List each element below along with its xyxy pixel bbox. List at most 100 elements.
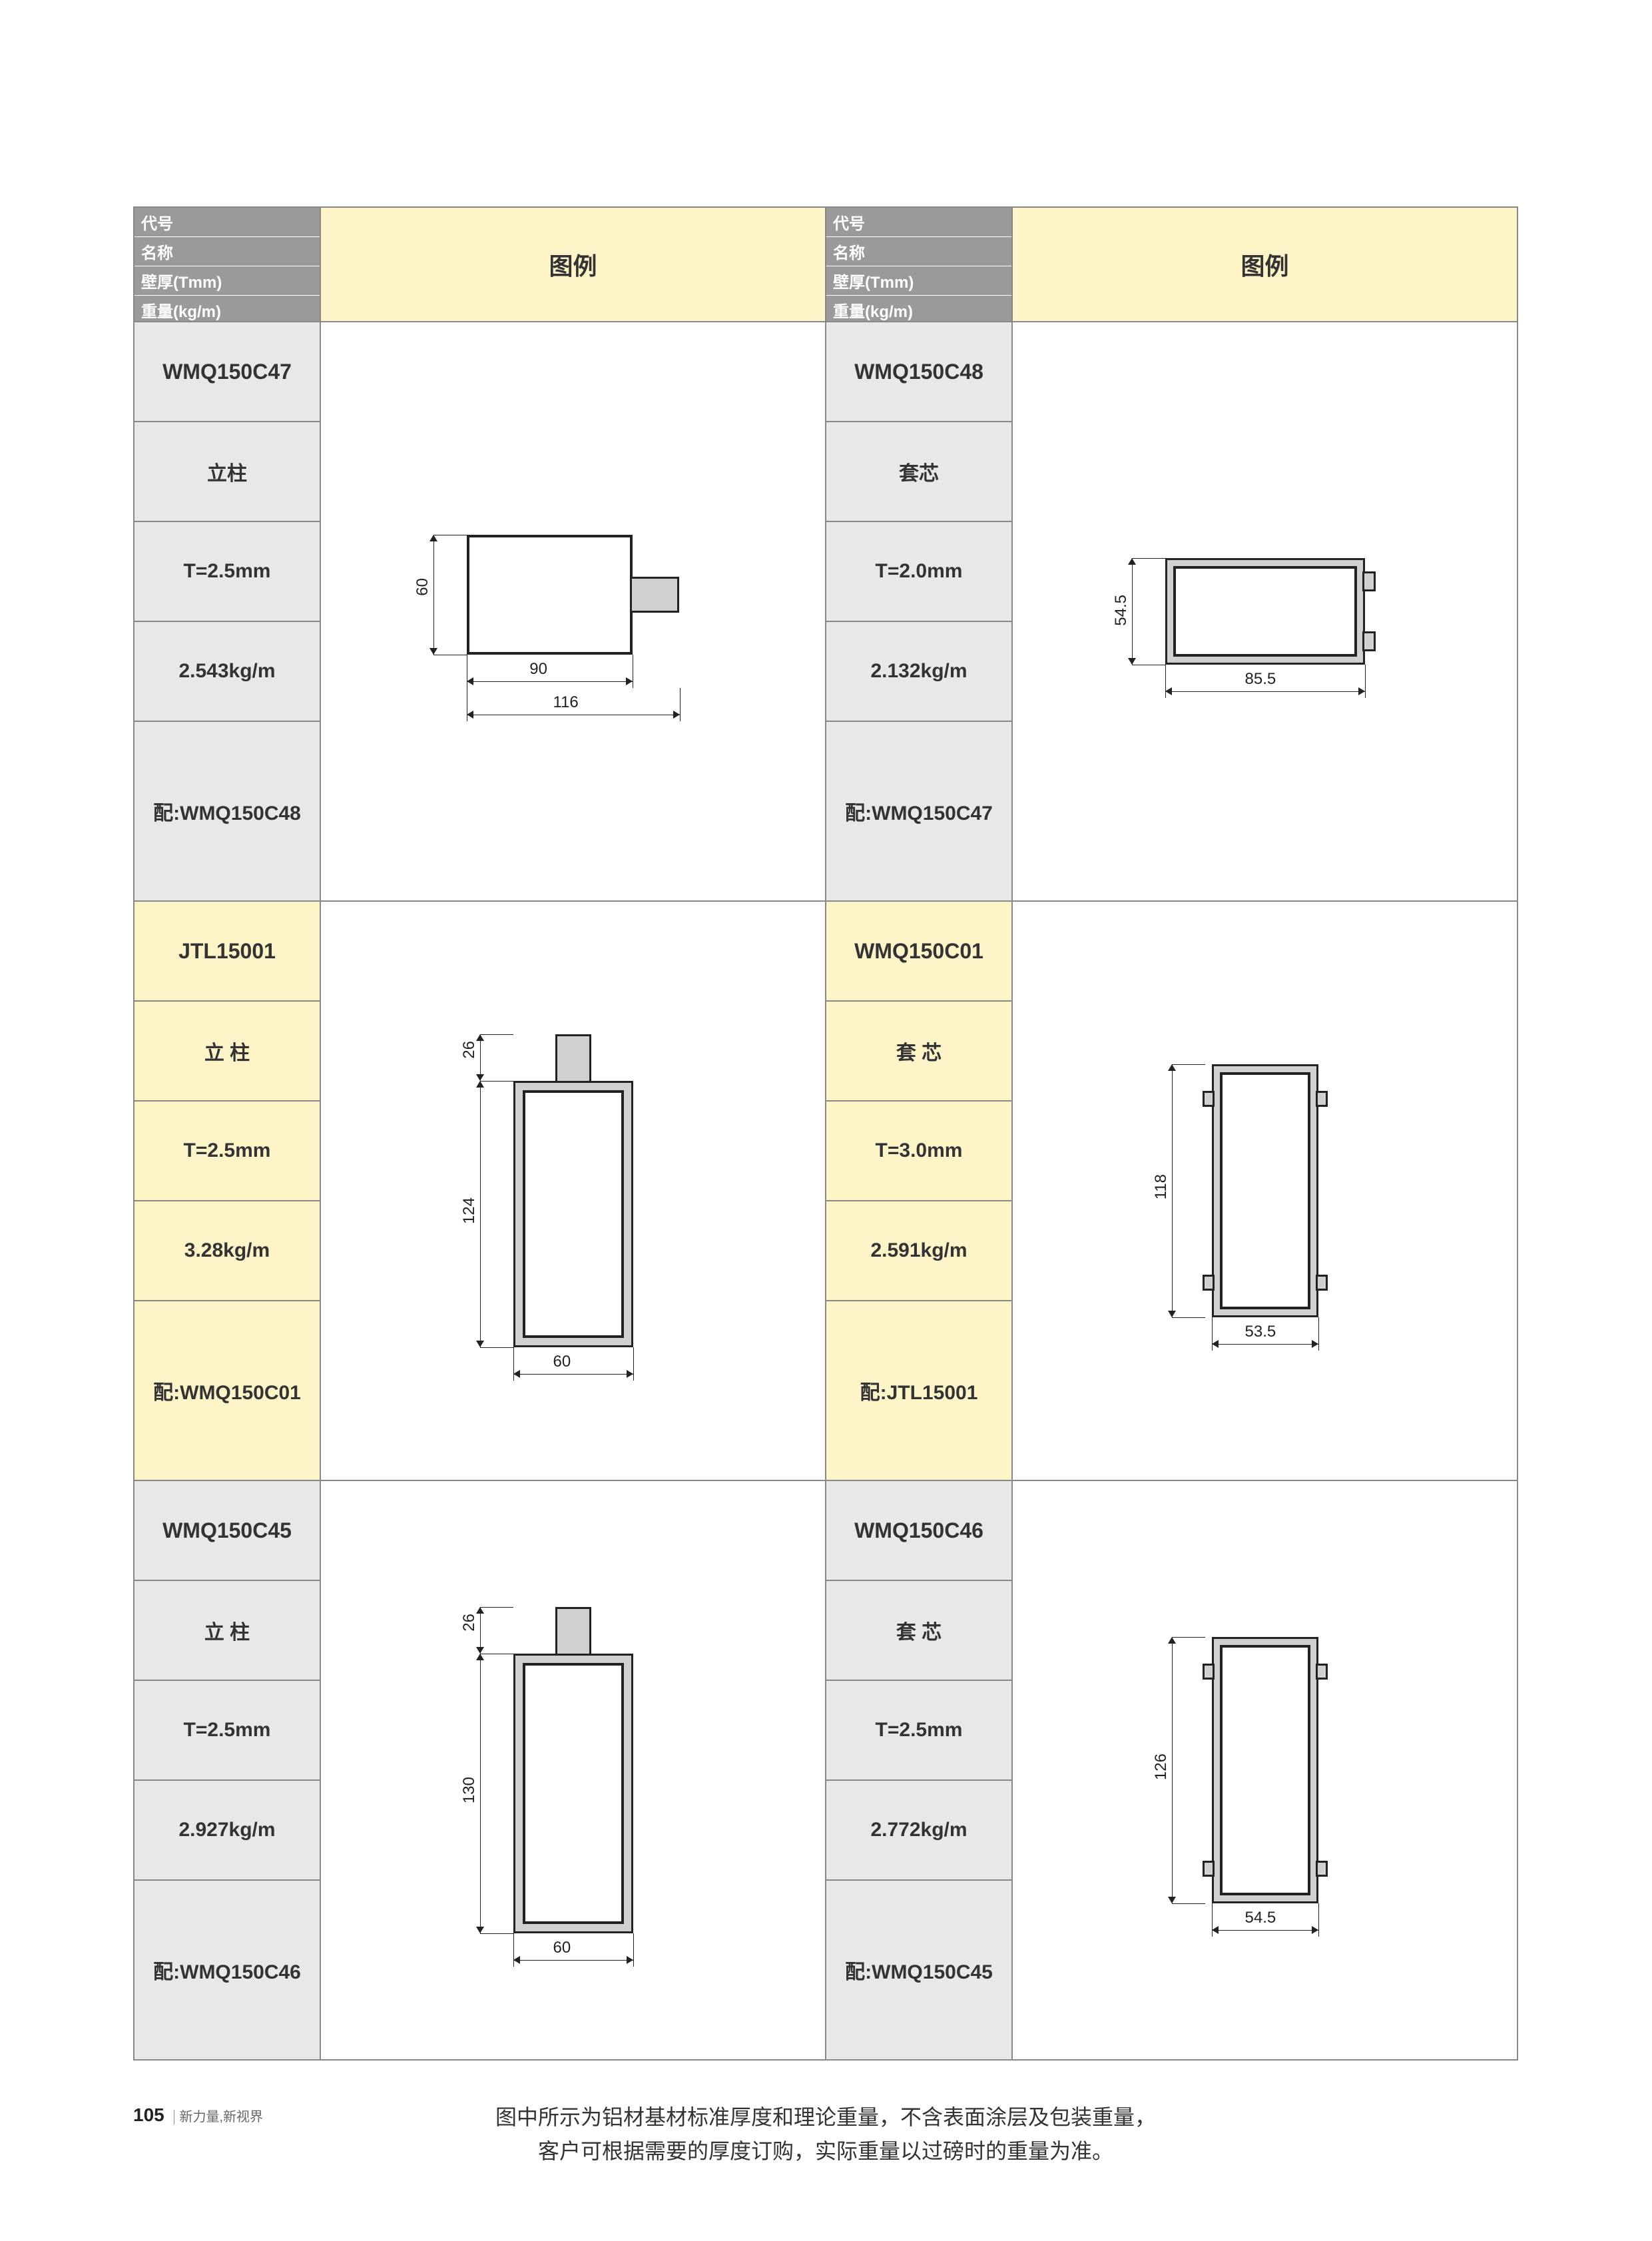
dimension-label: 54.5 (1245, 1909, 1276, 1927)
profile-inner (523, 1090, 624, 1338)
spec-code: WMQ150C45 (135, 1481, 320, 1581)
spec-weight: 2.132kg/m (826, 622, 1011, 722)
hdr-code: 代号 (135, 208, 320, 237)
dimension-label: 60 (413, 578, 432, 596)
spec-thickness: T=2.5mm (135, 1681, 320, 1781)
profile-notch (1316, 1861, 1328, 1877)
spec-name: 立 柱 (135, 1581, 320, 1681)
spec-column: WMQ150C47立柱T=2.5mm2.543kg/m配:WMQ150C48 (135, 322, 321, 900)
spec-mate: 配:WMQ150C46 (135, 1881, 320, 2059)
profile-diagram: 6090116 (407, 475, 740, 748)
dimension-label: 26 (460, 1614, 479, 1632)
dimension-label: 130 (460, 1777, 479, 1803)
spec-code: WMQ150C01 (826, 902, 1011, 1002)
spec-thickness: T=2.5mm (135, 1102, 320, 1201)
profile-notch (1203, 1664, 1215, 1680)
spec-name: 立柱 (135, 422, 320, 522)
diagram-cell: 54.5 85.5 (1013, 322, 1517, 900)
spec-mate: 配:WMQ150C45 (826, 1881, 1011, 2059)
page-number: 105 (133, 2104, 164, 2125)
profile-grid: 代号 名称 壁厚(Tmm) 重量(kg/m) 配套 图例 代号 名称 壁厚(Tm… (133, 206, 1518, 2061)
dimension-label: 126 (1152, 1754, 1171, 1780)
spec-weight: 2.591kg/m (826, 1201, 1011, 1301)
profile-body (555, 1607, 591, 1656)
dimension-line (1165, 691, 1365, 692)
spec-thickness: T=3.0mm (826, 1102, 1011, 1201)
footer-line1: 图中所示为铝材基材标准厚度和理论重量，不含表面涂层及包装重量， (133, 2100, 1518, 2134)
spec-weight: 2.543kg/m (135, 622, 320, 722)
page-sub: 新力量,新视界 (174, 2110, 264, 2124)
spec-code: WMQ150C46 (826, 1481, 1011, 1581)
diagram-title: 图例 (1240, 247, 1288, 282)
hdr-code: 代号 (826, 208, 1011, 237)
profile-row: WMQ150C45立 柱T=2.5mm2.927kg/m配:WMQ150C462… (135, 1480, 1517, 2059)
spec-code: JTL15001 (135, 902, 320, 1002)
profile-inner (523, 1663, 624, 1924)
hdr-thk: 壁厚(Tmm) (826, 266, 1011, 296)
dimension-line (480, 1034, 481, 1081)
spec-column: JTL15001立 柱T=2.5mm3.28kg/m配:WMQ150C01 (135, 902, 321, 1480)
diagram-cell: 6090116 (321, 322, 826, 900)
profile-notch (1362, 631, 1376, 651)
dimension-label: 54.5 (1112, 595, 1131, 626)
dimension-line (1172, 1064, 1173, 1317)
spec-thickness: T=2.0mm (826, 522, 1011, 622)
spec-weight: 3.28kg/m (135, 1201, 320, 1301)
dimension-line (433, 535, 434, 655)
spec-thickness: T=2.5mm (135, 522, 320, 622)
dimension-label: 26 (460, 1041, 479, 1059)
profile-notch (1203, 1861, 1215, 1877)
header-diagram-right: 图例 (1013, 208, 1517, 321)
header-diagram-left: 图例 (321, 208, 826, 321)
spec-name: 套 芯 (826, 1581, 1011, 1681)
profile-diagram: 26 130 60 (453, 1547, 693, 1993)
profile-inner (1220, 1645, 1310, 1895)
dimension-line (513, 1960, 633, 1961)
profile-notch (1203, 1275, 1215, 1291)
dimension-line (1212, 1344, 1318, 1345)
dimension-label: 60 (553, 1353, 571, 1371)
profile-row: WMQ150C47立柱T=2.5mm2.543kg/m配:WMQ150C48 60… (135, 321, 1517, 900)
diagram-cell: 26 130 60 (321, 1481, 826, 2059)
hdr-name: 名称 (135, 237, 320, 266)
footer-line2: 客户可根据需要的厚度订购，实际重量以过磅时的重量为准。 (133, 2134, 1518, 2168)
spec-column: WMQ150C45立 柱T=2.5mm2.927kg/m配:WMQ150C46 (135, 1481, 321, 2059)
diagram-cell: 11853.5 (1013, 902, 1517, 1480)
dimension-line (467, 681, 633, 682)
dimension-line (480, 1654, 481, 1933)
header-labels-left: 代号 名称 壁厚(Tmm) 重量(kg/m) 配套 (135, 208, 321, 321)
profile-inner (467, 535, 633, 655)
diagram-cell: 26 124 60 (321, 902, 826, 1480)
diagram-cell: 126 54.5 (1013, 1481, 1517, 2059)
spec-thickness: T=2.5mm (826, 1681, 1011, 1781)
profile-row: JTL15001立 柱T=2.5mm3.28kg/m配:WMQ150C01 26 1… (135, 900, 1517, 1480)
spec-weight: 2.772kg/m (826, 1781, 1011, 1881)
profile-inner (1220, 1072, 1310, 1309)
profile-notch (1362, 571, 1376, 591)
profile-notch (1316, 1091, 1328, 1107)
dimension-label: 124 (460, 1197, 479, 1224)
hdr-thk: 壁厚(Tmm) (135, 266, 320, 296)
spec-mate: 配:WMQ150C01 (135, 1301, 320, 1480)
dimension-line (1212, 1930, 1318, 1931)
page-number-block: 105 新力量,新视界 (133, 2104, 263, 2126)
dimension-label: 85.5 (1245, 670, 1276, 689)
spec-name: 套芯 (826, 422, 1011, 522)
spec-mate: 配:WMQ150C48 (135, 722, 320, 900)
profile-notch (1316, 1275, 1328, 1291)
profile-diagram: 26 124 60 (453, 974, 693, 1407)
dimension-label: 53.5 (1245, 1323, 1276, 1341)
spec-code: WMQ150C47 (135, 322, 320, 422)
spec-name: 立 柱 (135, 1002, 320, 1102)
header-labels-right: 代号 名称 壁厚(Tmm) 重量(kg/m) 配套 (826, 208, 1013, 321)
diagram-title: 图例 (549, 247, 597, 282)
dimension-line (1172, 1637, 1173, 1903)
profile-diagram: 11853.5 (1152, 1004, 1378, 1377)
profile-notch (1316, 1664, 1328, 1680)
spec-column: WMQ150C01套 芯T=3.0mm2.591kg/m配:JTL15001 (826, 902, 1013, 1480)
profile-diagram: 126 54.5 (1152, 1577, 1378, 1963)
spec-weight: 2.927kg/m (135, 1781, 320, 1881)
spec-column: WMQ150C46套 芯T=2.5mm2.772kg/m配:WMQ150C45 (826, 1481, 1013, 2059)
dimension-label: 60 (553, 1939, 571, 1957)
header-row: 代号 名称 壁厚(Tmm) 重量(kg/m) 配套 图例 代号 名称 壁厚(Tm… (135, 208, 1517, 321)
